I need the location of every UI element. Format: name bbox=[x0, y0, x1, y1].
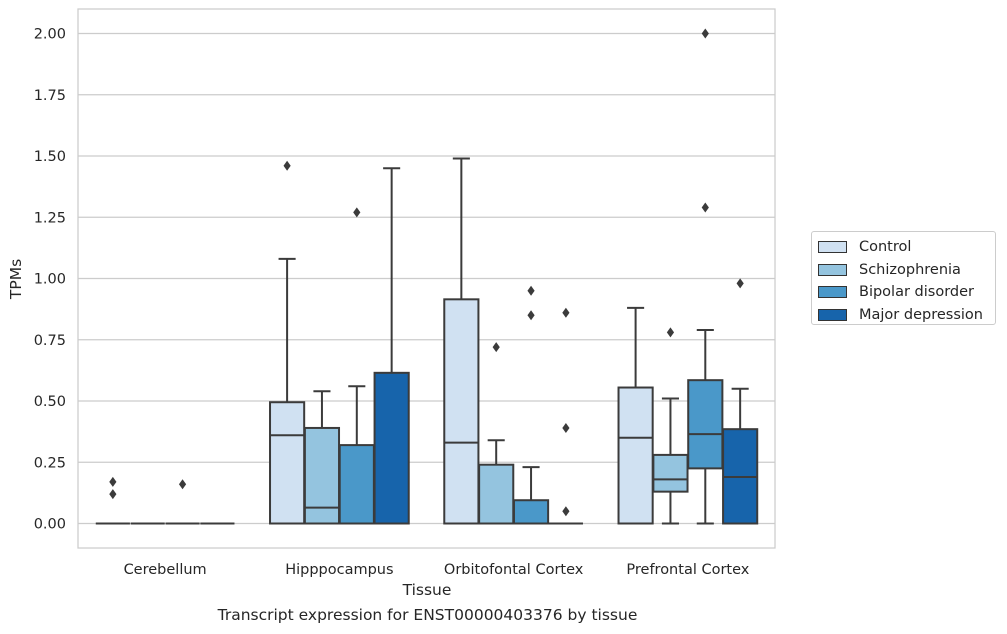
outlier-point bbox=[701, 28, 709, 39]
plot-frame bbox=[77, 8, 776, 549]
box-series bbox=[95, 28, 759, 525]
box bbox=[338, 207, 375, 525]
outlier-point bbox=[527, 310, 535, 321]
legend-item: Schizophrenia bbox=[818, 259, 995, 282]
x-tick-label: Orbitofontal Cortex bbox=[444, 562, 584, 578]
legend-item: Bipolar disorder bbox=[818, 281, 995, 304]
series-bipolar-disorder bbox=[165, 28, 724, 525]
x-tick-label: Hipppocampus bbox=[285, 562, 393, 578]
box-body bbox=[478, 463, 515, 525]
box bbox=[443, 157, 480, 525]
series-schizophrenia bbox=[130, 327, 689, 525]
x-tick-labels: Cerebellum Hipppocampus Orbitofontal Corte… bbox=[124, 562, 750, 578]
outlier-point bbox=[492, 342, 500, 353]
outlier-point bbox=[562, 307, 570, 318]
y-tick-label: 2.00 bbox=[34, 27, 66, 43]
box-body bbox=[617, 386, 654, 525]
legend-label: Major depression bbox=[859, 306, 983, 323]
box-body bbox=[373, 371, 410, 525]
outlier-point bbox=[109, 489, 117, 500]
box-body bbox=[687, 379, 724, 470]
box bbox=[95, 476, 130, 525]
chart-caption: Transcript expression for ENST0000040337… bbox=[217, 606, 638, 624]
box-body bbox=[303, 426, 341, 525]
box-body bbox=[338, 444, 375, 525]
box bbox=[722, 278, 759, 525]
box bbox=[165, 479, 200, 525]
y-tick-label: 1.50 bbox=[34, 149, 66, 165]
box bbox=[269, 160, 306, 525]
y-tick-labels: 0.00 0.25 0.50 0.75 1.00 1.25 1.50 1.75 2.00 bbox=[34, 27, 66, 533]
outlier-point bbox=[527, 285, 535, 296]
legend-label: Control bbox=[859, 239, 912, 256]
outlier-point bbox=[736, 278, 744, 289]
x-axis-label: Tissue bbox=[402, 581, 452, 599]
legend-item: Control bbox=[818, 236, 995, 259]
y-tick-label: 1.00 bbox=[34, 272, 66, 288]
series-control bbox=[95, 157, 654, 525]
x-tick-label: Cerebellum bbox=[124, 562, 207, 578]
y-tick-label: 0.25 bbox=[34, 455, 66, 471]
box bbox=[303, 390, 341, 525]
box-body bbox=[269, 401, 306, 525]
legend: Control Schizophrenia Bipolar disorder Majo… bbox=[811, 231, 996, 325]
outlier-point bbox=[701, 202, 709, 213]
outlier-point bbox=[562, 506, 570, 517]
legend-item: Major depression bbox=[818, 304, 995, 327]
box bbox=[512, 285, 550, 525]
y-tick-label: 1.25 bbox=[34, 210, 66, 226]
legend-label: Bipolar disorder bbox=[859, 284, 974, 301]
y-tick-label: 1.75 bbox=[34, 88, 66, 104]
outlier-point bbox=[353, 207, 361, 218]
box bbox=[652, 327, 689, 525]
legend-swatch bbox=[818, 286, 847, 299]
gridlines bbox=[78, 32, 775, 525]
outlier-point bbox=[666, 327, 675, 338]
y-tick-label: 0.00 bbox=[34, 517, 66, 533]
y-tick-label: 0.50 bbox=[34, 394, 66, 410]
box-body bbox=[512, 499, 550, 525]
series-major-depression bbox=[200, 167, 759, 525]
box bbox=[548, 307, 583, 525]
outlier-point bbox=[109, 476, 117, 487]
y-axis-label: TPMs bbox=[7, 259, 25, 300]
box bbox=[687, 28, 724, 525]
legend-label: Schizophrenia bbox=[859, 261, 961, 278]
box bbox=[617, 306, 654, 525]
x-tick-label: Prefrontal Cortex bbox=[626, 562, 749, 578]
legend-swatch bbox=[818, 241, 847, 254]
box-body bbox=[652, 453, 689, 493]
box-body bbox=[443, 298, 480, 525]
outlier-point bbox=[562, 422, 570, 433]
box bbox=[478, 342, 515, 525]
box bbox=[373, 167, 410, 525]
legend-swatch bbox=[818, 263, 847, 276]
outlier-point bbox=[178, 479, 187, 490]
y-tick-label: 0.75 bbox=[34, 333, 66, 349]
outlier-point bbox=[283, 160, 291, 171]
legend-swatch bbox=[818, 308, 847, 321]
